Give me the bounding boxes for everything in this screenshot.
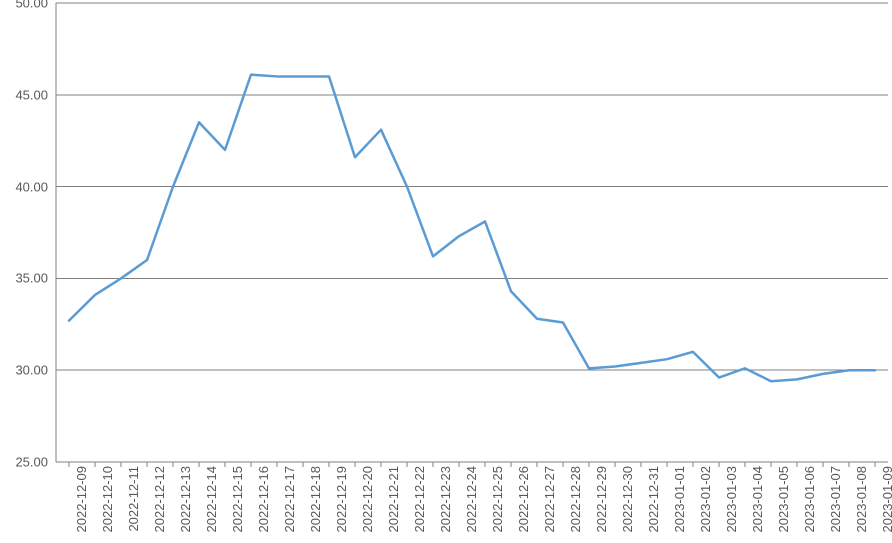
x-tick-label: 2022-12-09	[74, 466, 89, 533]
y-tick-label: 25.00	[15, 455, 48, 470]
x-tick-label: 2022-12-20	[360, 466, 375, 533]
x-tick-label: 2023-01-09	[880, 466, 892, 533]
x-tick-label: 2022-12-18	[308, 466, 323, 533]
x-tick-label: 2022-12-26	[516, 466, 531, 533]
x-tick-label: 2023-01-05	[776, 466, 791, 533]
x-tick-label: 2022-12-11	[126, 466, 141, 532]
x-tick-label: 2022-12-19	[334, 466, 349, 533]
x-tick-label: 2022-12-14	[204, 466, 219, 533]
y-tick-label: 50.00	[15, 0, 48, 11]
x-tick-label: 2022-12-28	[568, 466, 583, 533]
y-tick-label: 45.00	[15, 87, 48, 102]
x-tick-label: 2022-12-25	[490, 466, 505, 533]
x-tick-label: 2023-01-07	[828, 466, 843, 533]
x-tick-label: 2022-12-24	[464, 466, 479, 533]
line-chart: 25.00 30.00 35.00 40.00 45.00 50.00 2022-12-0…	[0, 0, 892, 543]
data-line	[0, 0, 892, 543]
x-tick-label: 2022-12-12	[152, 466, 167, 533]
x-tick-label: 2023-01-08	[854, 466, 869, 533]
x-tick-label: 2023-01-01	[672, 466, 687, 533]
x-tick-label: 2022-12-17	[282, 466, 297, 533]
x-tick-label: 2022-12-30	[620, 466, 635, 533]
x-tick-label: 2022-12-21	[386, 466, 401, 533]
x-tick-label: 2022-12-15	[230, 466, 245, 533]
x-tick-label: 2022-12-31	[646, 466, 661, 533]
x-tick-label: 2022-12-13	[178, 466, 193, 533]
y-tick-label: 35.00	[15, 271, 48, 286]
y-tick-label: 30.00	[15, 363, 48, 378]
x-tick-label: 2022-12-16	[256, 466, 271, 533]
x-tick-label: 2022-12-29	[594, 466, 609, 533]
x-tick-label: 2022-12-27	[542, 466, 557, 533]
x-tick-label: 2022-12-23	[438, 466, 453, 533]
x-tick-label: 2022-12-22	[412, 466, 427, 533]
x-tick-label: 2022-12-10	[100, 466, 115, 533]
y-tick-label: 40.00	[15, 179, 48, 194]
x-tick-label: 2023-01-04	[750, 466, 765, 533]
x-tick-label: 2023-01-06	[802, 466, 817, 533]
x-tick-label: 2023-01-02	[698, 466, 713, 533]
x-tick-label: 2023-01-03	[724, 466, 739, 533]
